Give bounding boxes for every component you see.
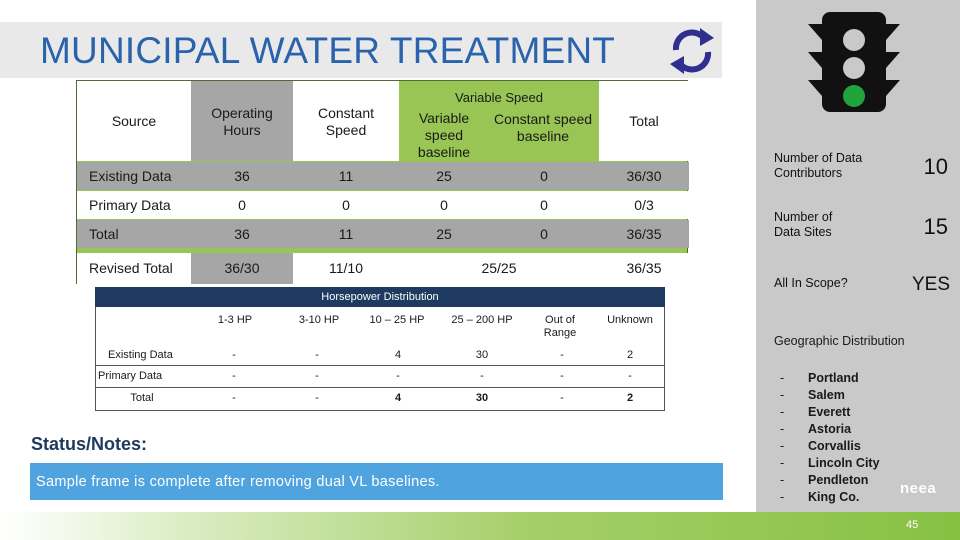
footer-band — [0, 512, 960, 540]
hp-cell: 4 — [394, 348, 402, 361]
horsepower-title: Horsepower Distribution — [321, 291, 439, 303]
horsepower-distribution-table — [95, 307, 665, 411]
table-cell: 11 — [338, 167, 354, 184]
hp-cell: - — [560, 369, 564, 382]
hp-col-header: Out of Range — [543, 314, 577, 339]
col-header-total: Total — [629, 112, 659, 129]
list-item: - Everett — [780, 405, 851, 419]
table-cell: 0 — [342, 196, 350, 213]
hp-col-header: 1-3 HP — [217, 313, 253, 326]
page-title: MUNICIPAL WATER TREATMENT — [40, 30, 616, 71]
table-cell: 0 — [540, 196, 548, 213]
hp-cell: 30 — [475, 348, 489, 361]
geo-distribution-title: Geographic Distribution — [774, 334, 905, 348]
col-header-variable-speed-baseline: Variable speed baseline — [417, 109, 471, 160]
hp-cell: - — [232, 369, 236, 382]
list-item: - Pendleton — [780, 473, 869, 487]
scope-value: YES — [911, 274, 950, 295]
hp-row-label: Existing Data — [108, 348, 173, 361]
scope-label: All In Scope? — [774, 276, 848, 290]
row-label-primary-data: Primary Data — [89, 196, 171, 213]
hp-col-header: Unknown — [607, 313, 653, 326]
status-note: Sample frame is complete after removing … — [30, 463, 723, 500]
table-cell: 0 — [540, 167, 548, 184]
col-header-constant-speed: Constant Speed — [317, 105, 375, 138]
data-summary-table: Variable Speed Source Operating Hours Co… — [76, 80, 689, 284]
hp-row-label: Primary Data — [98, 369, 163, 382]
list-item: - Salem — [780, 388, 845, 402]
list-item: - Lincoln City — [780, 456, 880, 470]
table-cell: 0 — [540, 225, 548, 242]
table-cell: 36/35 — [626, 260, 662, 276]
hp-cell: 2 — [626, 348, 634, 361]
hp-cell: 4 — [394, 391, 402, 404]
col-header-source: Source — [111, 112, 157, 129]
table-cell: 11/10 — [329, 260, 363, 276]
table-cell: 36/30 — [224, 260, 260, 276]
table-cell: 25 — [436, 225, 452, 242]
hp-cell: - — [560, 348, 564, 361]
refresh-icon — [670, 28, 714, 74]
list-item: - Astoria — [780, 422, 852, 436]
table-cell: 36 — [234, 225, 250, 242]
table-cell: 25 — [436, 167, 452, 184]
hp-cell: 2 — [626, 391, 634, 404]
sites-label: Number of Data Sites — [774, 210, 833, 239]
row-label-revised-total: Revised Total — [89, 260, 173, 276]
hp-cell: - — [232, 348, 236, 361]
table-cell: 36/35 — [626, 225, 662, 242]
hp-cell: - — [560, 391, 564, 404]
row-label-existing-data: Existing Data — [89, 167, 172, 184]
hp-cell: - — [315, 369, 319, 382]
list-item: - Corvallis — [780, 439, 861, 453]
hp-col-header: 10 – 25 HP — [369, 313, 425, 326]
table-cell: 25/25 — [481, 260, 517, 276]
table-cell: 0/3 — [634, 196, 654, 213]
list-item: - Portland — [780, 371, 859, 385]
col-header-constant-speed-baseline: Constant speed baseline — [493, 111, 593, 144]
table-cell: 11 — [338, 225, 354, 242]
neea-logo: neea — [900, 480, 937, 497]
hp-row-label: Total — [130, 391, 154, 404]
geo-distribution-list: - Portland - Salem - Everett - Astoria - Corv… — [780, 370, 880, 506]
hp-cell: - — [396, 369, 400, 382]
table-cell: 0 — [440, 196, 448, 213]
table-cell: 0 — [238, 196, 246, 213]
hp-cell: - — [315, 348, 319, 361]
sites-value: 15 — [923, 214, 948, 239]
row-label-total: Total — [89, 225, 119, 242]
hp-col-header: 25 – 200 HP — [451, 313, 513, 326]
col-header-operating-hours: Operating Hours — [211, 105, 273, 138]
status-title: Status/Notes: — [31, 434, 148, 454]
hp-cell: - — [232, 391, 236, 404]
hp-cell: 30 — [475, 391, 489, 404]
hp-cell: - — [628, 369, 632, 382]
contributors-value: 10 — [923, 154, 948, 179]
list-item: - King Co. — [780, 490, 860, 504]
table-cell: 36/30 — [626, 167, 662, 184]
title-band — [0, 22, 722, 78]
hp-cell: - — [480, 369, 484, 382]
traffic-light-icon — [808, 12, 900, 112]
hp-col-header: 3-10 HP — [298, 313, 340, 326]
horsepower-header-band — [95, 287, 665, 307]
group-header-variable-speed: Variable Speed — [455, 89, 543, 105]
table-cell: 36 — [234, 167, 250, 184]
contributors-label: Number of Data Contributors — [774, 151, 863, 180]
page-number: 45 — [906, 519, 919, 531]
hp-cell: - — [315, 391, 319, 404]
